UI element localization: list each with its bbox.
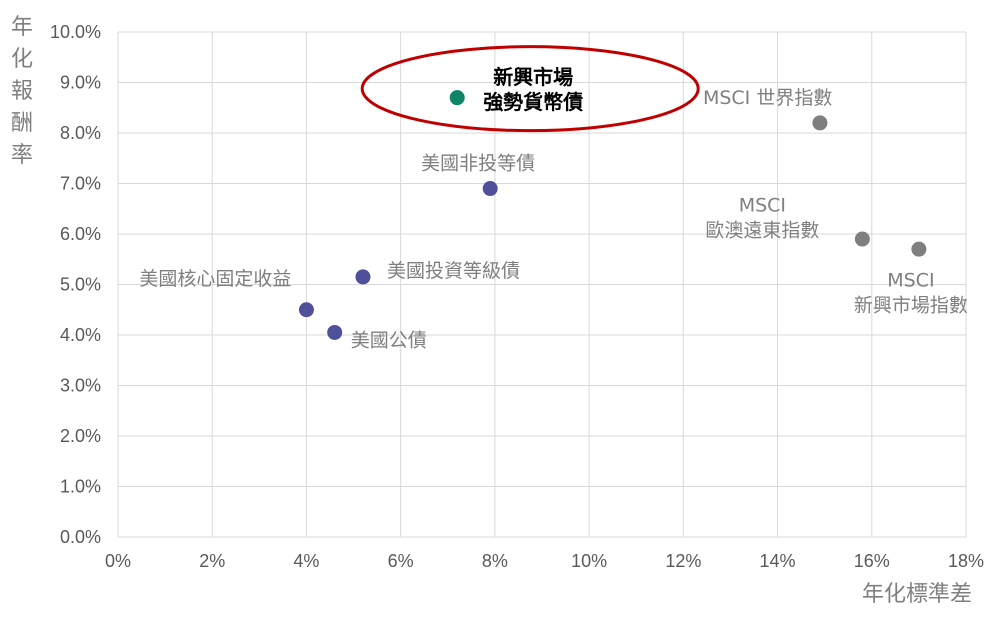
- x-tick-label: 14%: [760, 551, 796, 571]
- point-label: MSCI: [887, 270, 934, 292]
- x-tick-label: 12%: [665, 551, 701, 571]
- point-label: 新興市場指數: [854, 295, 968, 317]
- x-tick-label: 4%: [293, 551, 319, 571]
- point-label: 歐澳遠東指數: [705, 220, 819, 242]
- highlight-layer: [360, 45, 700, 133]
- point-label: 美國投資等級債: [387, 260, 520, 282]
- x-axis-ticks: 0% 2% 4% 6% 8% 10% 12% 14% 16% 18%: [105, 551, 984, 571]
- highlight-ellipse: [360, 45, 700, 133]
- gridlines: [117, 31, 967, 538]
- y-tick-label: 0.0%: [60, 527, 101, 547]
- y-tick-label: 2.0%: [60, 426, 101, 446]
- scatter-point: [854, 231, 870, 247]
- point-label: 美國公債: [351, 329, 427, 351]
- point-label: MSCI 世界指數: [703, 87, 832, 109]
- x-tick-label: 0%: [105, 551, 131, 571]
- y-tick-label: 7.0%: [60, 174, 101, 194]
- scatter-point: [482, 181, 498, 197]
- point-label: MSCI: [739, 195, 786, 217]
- x-tick-label: 16%: [854, 551, 890, 571]
- point-label: 新興市場: [493, 65, 573, 89]
- y-tick-label: 9.0%: [60, 73, 101, 93]
- scatter-point: [911, 241, 927, 257]
- y-tick-label: 10.0%: [50, 22, 101, 42]
- x-tick-label: 2%: [199, 551, 225, 571]
- x-axis-title: 年化標準差: [862, 582, 972, 607]
- scatter-point: [812, 115, 828, 131]
- y-tick-label: 3.0%: [60, 376, 101, 396]
- scatter-point: [449, 90, 465, 106]
- y-tick-label: 5.0%: [60, 275, 101, 295]
- scatter-point: [298, 302, 314, 318]
- data-points: [298, 90, 927, 340]
- x-tick-label: 10%: [571, 551, 607, 571]
- x-tick-label: 18%: [948, 551, 984, 571]
- y-tick-label: 8.0%: [60, 123, 101, 143]
- point-label: 強勢貨幣債: [483, 90, 583, 114]
- scatter-point: [327, 324, 343, 340]
- y-axis-ticks: 0.0% 1.0% 2.0% 3.0% 4.0% 5.0% 6.0% 7.0% 8.0% 9.0%…: [50, 22, 101, 547]
- scatter-point: [355, 269, 371, 285]
- y-axis-title: 年化報酬率: [11, 15, 33, 168]
- x-tick-label: 6%: [388, 551, 414, 571]
- y-tick-label: 6.0%: [60, 224, 101, 244]
- x-tick-label: 8%: [482, 551, 508, 571]
- y-tick-label: 1.0%: [60, 477, 101, 497]
- y-tick-label: 4.0%: [60, 325, 101, 345]
- point-label: 美國非投等債: [421, 153, 535, 175]
- point-label: 美國核心固定收益: [139, 268, 291, 290]
